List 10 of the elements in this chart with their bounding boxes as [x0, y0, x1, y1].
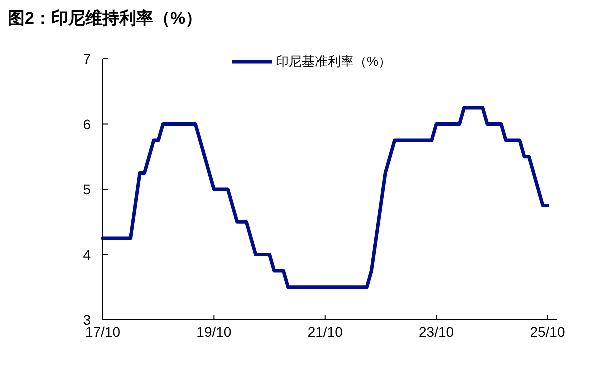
x-tick-label: 23/10 — [419, 324, 454, 340]
x-tick-label: 25/10 — [530, 324, 566, 340]
title: 图2：印尼维持利率（%） — [8, 9, 203, 28]
legend-label: 印尼基准利率（%） — [276, 54, 392, 69]
y-tick-label: 6 — [83, 116, 92, 132]
x-tick-label: 21/10 — [308, 324, 344, 340]
y-tick-label: 5 — [83, 182, 92, 198]
x-tick-label: 19/10 — [196, 324, 232, 340]
y-tick-label: 4 — [83, 246, 92, 263]
y-tick-label: 7 — [83, 51, 92, 67]
